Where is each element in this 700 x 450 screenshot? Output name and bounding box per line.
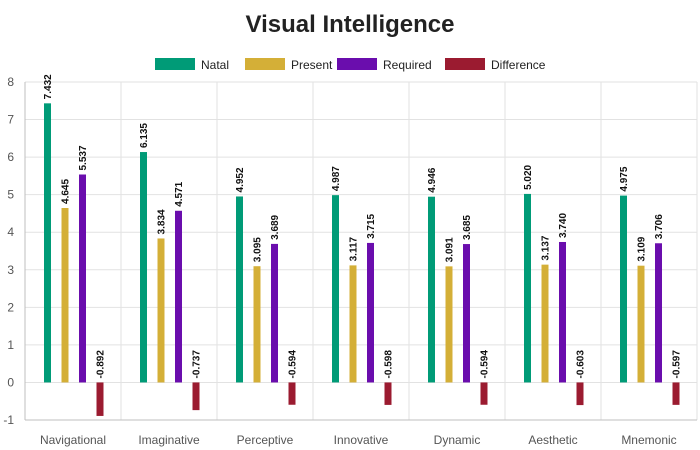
x-tick-label: Mnemonic — [621, 433, 676, 447]
bar-required — [655, 243, 662, 383]
data-label-natal: 6.135 — [139, 123, 150, 148]
bar-natal — [332, 195, 339, 383]
data-label-required: 3.740 — [558, 213, 569, 238]
bar-difference — [384, 382, 392, 405]
x-tick-label: Dynamic — [434, 433, 481, 447]
y-tick-label: -1 — [3, 413, 14, 427]
x-tick-label: Innovative — [334, 433, 389, 447]
y-tick-label: 8 — [7, 75, 14, 89]
data-label-present: 4.645 — [61, 179, 72, 204]
legend-swatch-natal — [155, 58, 195, 70]
gridlines — [24, 81, 698, 421]
data-label-natal: 7.432 — [43, 74, 54, 99]
bar-present — [157, 238, 165, 383]
legend-label-required: Required — [383, 58, 432, 72]
legend-label-natal: Natal — [201, 58, 229, 72]
bar-required — [463, 244, 470, 383]
data-label-difference: -0.597 — [672, 350, 683, 379]
data-label-required: 3.706 — [654, 214, 665, 239]
data-label-present: 3.117 — [349, 236, 360, 261]
y-tick-label: 2 — [7, 300, 14, 314]
data-label-required: 5.537 — [78, 145, 89, 170]
bar-present — [253, 266, 261, 383]
y-tick-label: 5 — [7, 188, 14, 202]
data-labels: 7.432 4.645 5.537 -0.892 6.135 3.834 4.571 -0.7… — [43, 74, 683, 379]
data-label-natal: 4.987 — [331, 166, 342, 191]
data-label-difference: -0.603 — [576, 350, 587, 379]
bar-difference — [288, 382, 296, 405]
y-tick-label: 6 — [7, 150, 14, 164]
bar-present — [541, 264, 549, 383]
bar-required — [367, 242, 374, 383]
legend: Natal Present Required Difference — [155, 58, 546, 72]
bar-required — [271, 243, 278, 383]
bar-natal — [140, 152, 147, 383]
data-label-difference: -0.594 — [288, 350, 299, 379]
y-tick-label: 3 — [7, 263, 14, 277]
data-label-difference: -0.598 — [384, 350, 395, 379]
bars — [44, 103, 680, 416]
data-label-natal: 4.952 — [235, 167, 246, 192]
x-axis: Navigational Imaginative Perceptive Innovat… — [25, 419, 697, 447]
bar-present — [637, 265, 645, 383]
bar-natal — [236, 196, 243, 383]
y-tick-label: 4 — [7, 225, 14, 239]
data-label-present: 3.834 — [157, 209, 168, 234]
bar-required — [79, 174, 86, 383]
data-label-difference: -0.594 — [480, 350, 491, 379]
bar-present — [445, 266, 453, 383]
bar-present — [61, 207, 69, 383]
bar-natal — [428, 196, 435, 383]
bar-difference — [576, 382, 584, 406]
legend-swatch-difference — [445, 58, 485, 70]
bar-present — [349, 265, 357, 383]
data-label-difference: -0.892 — [96, 350, 107, 379]
x-tick-label: Navigational — [40, 433, 106, 447]
data-label-required: 3.685 — [462, 215, 473, 240]
data-label-present: 3.109 — [637, 236, 648, 261]
data-label-required: 3.715 — [366, 213, 377, 238]
bar-natal — [524, 193, 531, 383]
bar-required — [559, 241, 566, 383]
x-tick-label: Perceptive — [237, 433, 294, 447]
bar-natal — [44, 103, 51, 383]
y-tick-label: 0 — [7, 375, 14, 389]
data-label-required: 3.689 — [270, 214, 281, 239]
x-tick-label: Aesthetic — [528, 433, 577, 447]
data-label-natal: 5.020 — [523, 164, 534, 189]
legend-label-difference: Difference — [491, 58, 546, 72]
y-axis: -1 0 1 2 3 4 5 6 7 8 — [3, 75, 26, 427]
data-label-present: 3.091 — [445, 237, 456, 262]
data-label-difference: -0.737 — [192, 350, 203, 379]
data-label-present: 3.137 — [541, 235, 552, 260]
bar-difference — [192, 382, 200, 411]
data-label-natal: 4.975 — [619, 166, 630, 191]
y-tick-label: 7 — [7, 113, 14, 127]
chart-title: Visual Intelligence — [246, 11, 455, 38]
legend-label-present: Present — [291, 58, 333, 72]
bar-natal — [620, 195, 627, 383]
bar-difference — [672, 382, 680, 405]
data-label-natal: 4.946 — [427, 167, 438, 192]
data-label-present: 3.095 — [253, 237, 264, 262]
legend-swatch-required — [337, 58, 377, 70]
bar-difference — [480, 382, 488, 405]
legend-swatch-present — [245, 58, 285, 70]
x-tick-label: Imaginative — [138, 433, 200, 447]
bar-required — [175, 210, 182, 383]
bar-difference — [96, 382, 104, 416]
data-label-required: 4.571 — [174, 181, 185, 206]
y-tick-label: 1 — [7, 338, 14, 352]
